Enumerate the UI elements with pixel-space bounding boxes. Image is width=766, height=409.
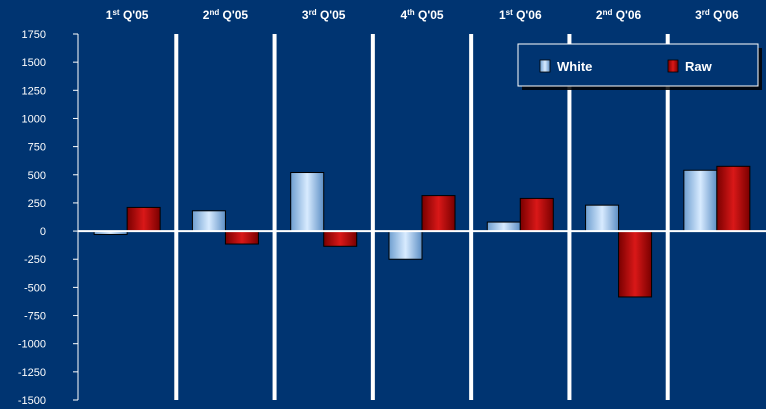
bar-white xyxy=(290,172,325,232)
category-labels: 1st Q'05 2nd Q'05 3rd Q'05 4th Q'05 1st Q'06… xyxy=(106,8,739,23)
y-tick-label: 1250 xyxy=(22,85,46,97)
legend-swatch-white xyxy=(539,59,551,73)
y-tick-label: -1250 xyxy=(18,367,46,379)
y-tick-label: -250 xyxy=(24,254,46,266)
separator-layer xyxy=(174,34,670,400)
y-tick-label: -1000 xyxy=(18,339,46,351)
bar-raw xyxy=(323,230,358,247)
bar-white xyxy=(388,230,423,260)
bar-white xyxy=(486,221,521,232)
bar-raw xyxy=(126,206,161,232)
y-tick-label: -500 xyxy=(24,282,46,294)
category-label: 2nd Q'05 xyxy=(203,8,249,23)
legend-label-white: White xyxy=(557,59,592,74)
y-tick-label: 500 xyxy=(28,170,46,182)
y-tick-label: 250 xyxy=(28,198,46,210)
legend-label-raw: Raw xyxy=(685,59,713,74)
bar-raw xyxy=(716,165,751,232)
bar-white xyxy=(585,204,620,232)
category-label: 1st Q'05 xyxy=(106,8,149,23)
legend-swatch-raw xyxy=(667,59,679,73)
category-label: 4th Q'05 xyxy=(400,8,443,23)
y-tick-label: 0 xyxy=(40,226,46,238)
y-tick-label: -750 xyxy=(24,311,46,323)
bar-raw xyxy=(224,230,259,245)
bar-raw xyxy=(618,230,653,298)
y-axis: 1750 1500 1250 1000 750 500 250 0 -250 -500 -750 -1… xyxy=(18,29,79,407)
category-label: 2nd Q'06 xyxy=(596,8,642,23)
y-tick-label: 750 xyxy=(28,142,46,154)
y-tick-label: -1500 xyxy=(18,395,46,407)
category-label: 3rd Q'06 xyxy=(695,8,739,23)
bar-raw xyxy=(519,197,554,232)
bar-white xyxy=(191,210,226,232)
legend: White Raw xyxy=(517,43,762,90)
y-tick-label: 1750 xyxy=(22,29,46,41)
y-tick-label: 1000 xyxy=(22,113,46,125)
bar-raw xyxy=(421,195,456,232)
y-tick-label: 1500 xyxy=(22,57,46,69)
bar-layer xyxy=(78,165,766,298)
category-label: 1st Q'06 xyxy=(499,8,542,23)
category-label: 3rd Q'05 xyxy=(302,8,346,23)
legend-box xyxy=(517,43,759,87)
bar-white xyxy=(683,169,718,232)
